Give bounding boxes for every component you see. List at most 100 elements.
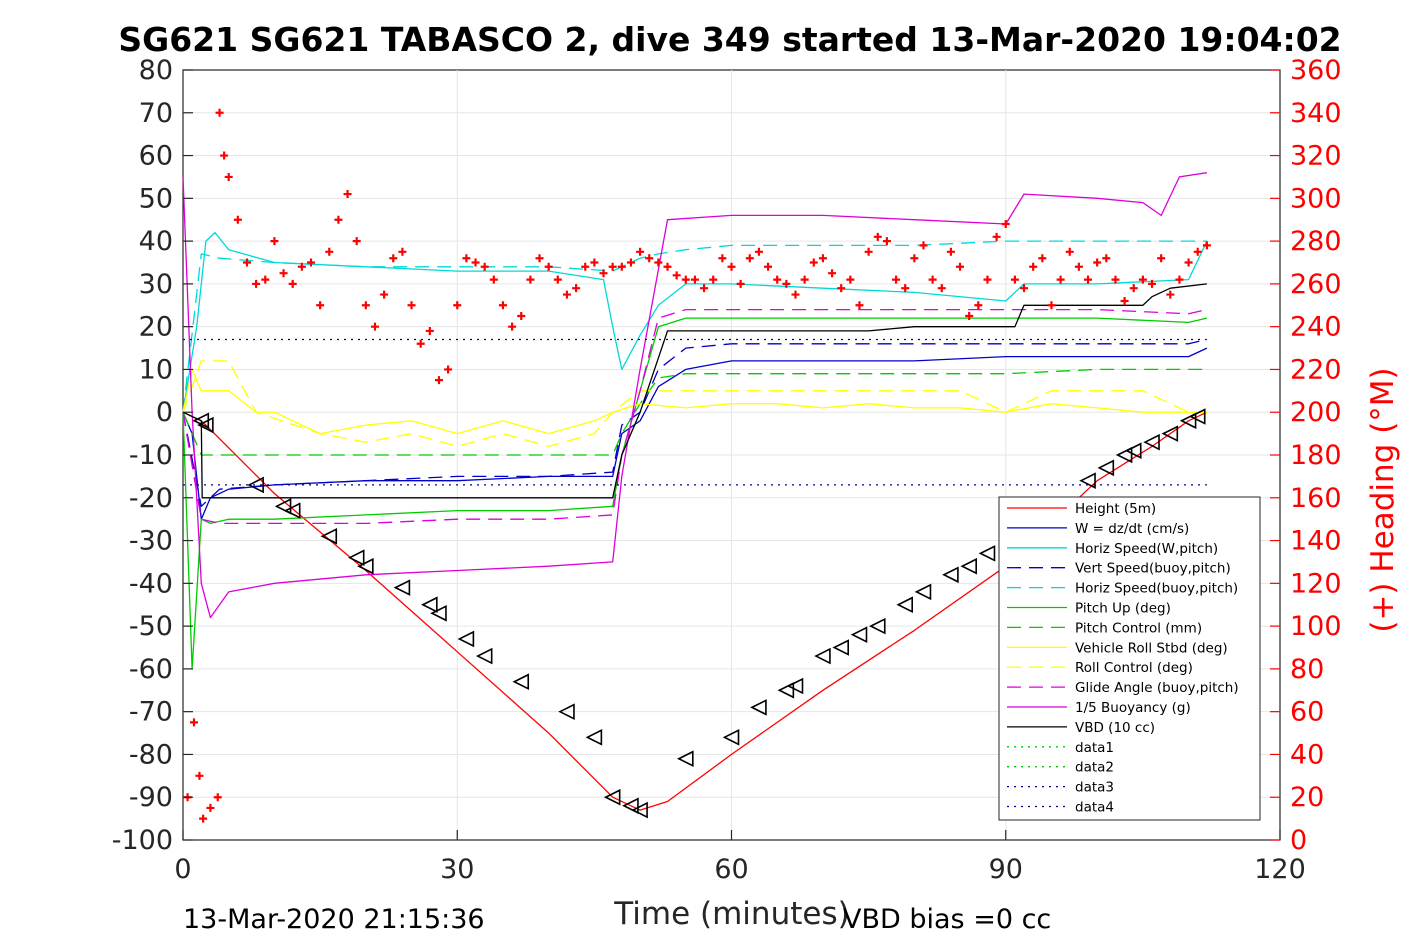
heading-point bbox=[416, 339, 425, 348]
y-tick-label-left: -30 bbox=[129, 526, 173, 557]
y-tick-label-left: -50 bbox=[129, 611, 173, 642]
y-tick-label-right: 200 bbox=[1290, 397, 1342, 428]
heading-point bbox=[535, 254, 544, 263]
heading-point bbox=[1065, 247, 1074, 256]
heading-point bbox=[901, 284, 910, 293]
series-line-11 bbox=[182, 283, 1207, 499]
heading-point bbox=[956, 262, 965, 271]
heading-point bbox=[1020, 284, 1029, 293]
depth-marker bbox=[631, 801, 648, 819]
heading-point bbox=[855, 301, 864, 310]
y-tick-label-right: 60 bbox=[1290, 697, 1324, 728]
heading-point bbox=[1084, 275, 1093, 284]
y-tick-label-left: -20 bbox=[129, 483, 173, 514]
heading-point bbox=[983, 275, 992, 284]
depth-marker bbox=[430, 604, 447, 622]
heading-point bbox=[370, 322, 379, 331]
depth-marker bbox=[347, 549, 365, 566]
heading-point bbox=[316, 301, 325, 310]
y-tick-label-left: -60 bbox=[129, 654, 173, 685]
heading-point bbox=[1148, 279, 1157, 288]
legend-entry-8: Roll Control (deg) bbox=[1075, 660, 1193, 676]
heading-point bbox=[334, 215, 343, 224]
depth-marker bbox=[512, 673, 530, 691]
depth-marker bbox=[197, 416, 214, 434]
heading-point bbox=[297, 262, 306, 271]
y-tick-label-left: 70 bbox=[139, 98, 173, 129]
depth-marker bbox=[622, 797, 639, 815]
y-tick-label-left: 30 bbox=[139, 269, 173, 300]
x-tick-label: 30 bbox=[440, 854, 474, 885]
heading-point bbox=[736, 279, 745, 288]
heading-point bbox=[590, 258, 599, 267]
depth-marker bbox=[274, 498, 292, 515]
heading-point bbox=[599, 269, 608, 278]
legend: Height (5m) W = dz/dt (cm/s) Horiz Speed(W… bbox=[998, 496, 1261, 821]
y-tick-label-left: -100 bbox=[112, 825, 173, 856]
heading-point bbox=[1029, 262, 1038, 271]
heading-point bbox=[965, 311, 974, 320]
heading-point bbox=[1129, 284, 1138, 293]
heading-point bbox=[434, 376, 443, 385]
heading-point bbox=[846, 275, 855, 284]
depth-marker bbox=[850, 626, 868, 643]
heading-point bbox=[654, 258, 663, 267]
heading-point bbox=[754, 247, 763, 256]
depth-marker bbox=[283, 502, 301, 519]
heading-point bbox=[325, 247, 334, 256]
y-tick-label-right: 100 bbox=[1290, 611, 1342, 642]
depth-marker bbox=[832, 639, 850, 656]
heading-point bbox=[215, 108, 224, 117]
heading-point bbox=[974, 301, 983, 310]
y-tick-label-right: 260 bbox=[1290, 269, 1342, 300]
heading-point bbox=[453, 301, 462, 310]
heading-point bbox=[1038, 254, 1047, 263]
heading-point bbox=[1193, 247, 1202, 256]
y-tick-label-right: 180 bbox=[1290, 440, 1342, 471]
heading-point bbox=[498, 301, 507, 310]
y-tick-label-left: 60 bbox=[139, 141, 173, 172]
heading-point bbox=[1001, 220, 1010, 228]
depth-marker-series bbox=[192, 408, 1206, 819]
heading-point bbox=[1111, 275, 1120, 284]
heading-point bbox=[681, 275, 690, 284]
series-line-1 bbox=[182, 347, 1208, 520]
y-tick-label-right: 0 bbox=[1290, 825, 1307, 856]
depth-marker bbox=[1115, 446, 1133, 464]
heading-point bbox=[1010, 275, 1019, 284]
x-tick-label: 90 bbox=[989, 854, 1023, 885]
heading-point bbox=[572, 284, 581, 293]
heading-point bbox=[864, 247, 873, 256]
heading-point bbox=[937, 284, 946, 293]
heading-point bbox=[645, 254, 654, 263]
heading-point bbox=[764, 262, 773, 271]
y-tick-label-right: 340 bbox=[1290, 98, 1342, 129]
y-tick-label-right: 120 bbox=[1290, 568, 1342, 599]
heading-point bbox=[189, 718, 198, 727]
y-tick-label-left: -40 bbox=[129, 568, 173, 599]
y-tick-label-left: 0 bbox=[156, 397, 173, 428]
heading-point bbox=[919, 241, 928, 250]
depth-marker bbox=[475, 647, 493, 665]
depth-marker bbox=[722, 729, 740, 746]
heading-point bbox=[279, 269, 288, 278]
heading-point bbox=[471, 258, 480, 267]
heading-point bbox=[1138, 275, 1147, 284]
y-tick-label-left: -80 bbox=[129, 739, 173, 770]
depth-marker bbox=[1097, 459, 1115, 477]
heading-point bbox=[261, 275, 270, 284]
heading-point bbox=[462, 254, 471, 263]
heading-point bbox=[818, 254, 827, 263]
y-tick-label-right: 220 bbox=[1290, 354, 1342, 385]
series-line-8 bbox=[182, 360, 1207, 448]
heading-point bbox=[352, 237, 361, 246]
legend-entry-0: Height (5m) bbox=[1075, 501, 1156, 517]
y-tick-label-right: 160 bbox=[1290, 483, 1342, 514]
y-tick-label-right: 300 bbox=[1290, 183, 1342, 214]
legend-entry-10: 1/5 Buoyancy (g) bbox=[1075, 700, 1191, 716]
series-line-10 bbox=[182, 172, 1207, 619]
series-line-7 bbox=[182, 368, 1207, 435]
y-tick-label-right: 320 bbox=[1290, 141, 1342, 172]
chart-title: SG621 SG621 TABASCO 2, dive 349 started … bbox=[118, 20, 1341, 59]
